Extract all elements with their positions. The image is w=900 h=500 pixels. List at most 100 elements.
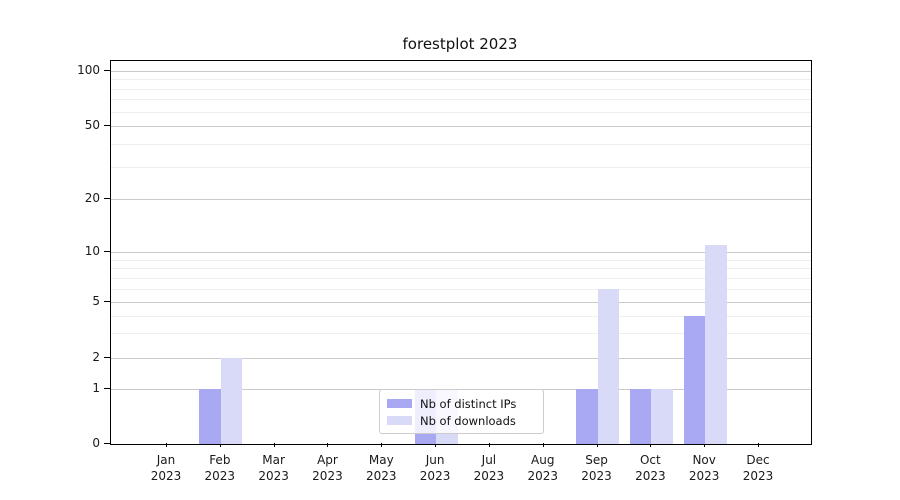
y-tick-2 xyxy=(104,357,110,358)
y-tick-label-5: 5 xyxy=(92,294,100,308)
x-tick-label-sep: Sep 2023 xyxy=(569,452,625,484)
x-tick-label-jul: Jul 2023 xyxy=(461,452,517,484)
bar-distinct-ips-nov xyxy=(683,315,706,444)
y-tick-20 xyxy=(104,198,110,199)
month-year: 2023 xyxy=(312,469,343,483)
y-tick-10 xyxy=(104,251,110,252)
x-tick-feb xyxy=(219,443,221,447)
major-gridline-20 xyxy=(111,199,811,200)
major-gridline-50 xyxy=(111,126,811,127)
bar-distinct-ips-feb xyxy=(199,389,221,444)
x-tick-jan xyxy=(166,443,167,447)
x-tick-label-mar: Mar 2023 xyxy=(246,452,302,484)
legend-swatch-downloads xyxy=(387,416,412,425)
bar-distinct-ips-sep xyxy=(576,389,598,444)
month-year: 2023 xyxy=(258,469,289,483)
x-tick-label-nov: Nov 2023 xyxy=(676,452,732,484)
y-tick-label-50: 50 xyxy=(84,118,100,132)
month-year: 2023 xyxy=(365,469,397,483)
bar-downloads-nov xyxy=(705,244,727,444)
y-tick-label-2: 2 xyxy=(92,350,100,364)
major-gridline-100 xyxy=(111,71,811,72)
month-year: 2023 xyxy=(527,469,558,483)
x-tick-oct xyxy=(650,443,652,447)
legend-item-distinct-ips: Nb of distinct IPs xyxy=(387,395,536,412)
month-name: Jul xyxy=(481,453,497,467)
x-tick-mar xyxy=(273,443,275,447)
plot-area: Nb of distinct IPs Nb of downloads xyxy=(110,60,812,445)
bar-downloads-feb xyxy=(220,358,243,444)
legend-swatch-distinct-ips xyxy=(387,399,412,408)
bar-distinct-ips-oct xyxy=(629,389,652,444)
major-gridline-2 xyxy=(111,358,811,359)
y-tick-label-0: 0 xyxy=(92,436,100,450)
x-tick-label-dec: Dec 2023 xyxy=(730,452,786,484)
y-tick-50 xyxy=(104,125,110,126)
month-name: Dec xyxy=(746,453,770,467)
minor-gridline-40 xyxy=(111,143,811,145)
y-tick-label-1: 1 xyxy=(92,381,100,395)
y-tick-100 xyxy=(104,70,110,71)
month-name: Oct xyxy=(639,453,661,467)
legend-label-downloads: Nb of downloads xyxy=(420,413,516,428)
month-name: Nov xyxy=(692,453,716,467)
y-tick-0 xyxy=(104,443,110,444)
minor-gridline-90 xyxy=(111,79,811,81)
x-tick-apr xyxy=(327,443,329,447)
month-name: Apr xyxy=(317,453,338,467)
x-tick-label-aug: Aug 2023 xyxy=(515,452,571,484)
legend: Nb of distinct IPs Nb of downloads xyxy=(379,389,544,434)
x-tick-jul xyxy=(488,443,490,447)
x-tick-nov xyxy=(704,443,706,447)
month-name: Aug xyxy=(531,453,555,467)
chart-title: forestplot 2023 xyxy=(402,35,518,53)
month-name: Jan xyxy=(156,453,176,467)
month-name: May xyxy=(368,453,394,467)
month-year: 2023 xyxy=(150,469,182,483)
month-year: 2023 xyxy=(688,469,720,483)
y-tick-label-20: 20 xyxy=(84,191,100,205)
month-year: 2023 xyxy=(635,469,666,483)
x-tick-label-jan: Jan 2023 xyxy=(138,452,194,484)
minor-gridline-3 xyxy=(111,333,811,335)
minor-gridline-4 xyxy=(111,315,811,317)
month-name: Sep xyxy=(585,453,608,467)
legend-item-downloads: Nb of downloads xyxy=(387,412,536,429)
x-tick-label-may: May 2023 xyxy=(353,452,409,484)
x-tick-may xyxy=(381,443,383,447)
minor-gridline-30 xyxy=(111,166,811,168)
minor-gridline-8 xyxy=(111,268,811,270)
minor-gridline-9 xyxy=(111,259,811,261)
major-gridline-10 xyxy=(111,252,811,253)
y-tick-1 xyxy=(104,388,110,389)
x-tick-sep xyxy=(596,443,598,447)
minor-gridline-70 xyxy=(111,99,811,101)
month-year: 2023 xyxy=(581,469,612,483)
minor-gridline-60 xyxy=(111,111,811,113)
month-year: 2023 xyxy=(473,469,505,483)
month-year: 2023 xyxy=(742,469,774,483)
month-year: 2023 xyxy=(204,469,236,483)
minor-gridline-7 xyxy=(111,277,811,279)
legend-label-distinct-ips: Nb of distinct IPs xyxy=(420,396,517,411)
bar-downloads-oct xyxy=(651,389,673,444)
month-year: 2023 xyxy=(419,469,451,483)
x-tick-label-feb: Feb 2023 xyxy=(192,452,248,484)
month-name: Mar xyxy=(262,453,285,467)
y-tick-label-100: 100 xyxy=(77,63,100,77)
minor-gridline-6 xyxy=(111,288,811,290)
minor-gridline-80 xyxy=(111,88,811,90)
y-tick-5 xyxy=(104,301,110,302)
x-tick-jun xyxy=(435,443,437,447)
bar-downloads-sep xyxy=(597,288,620,444)
x-tick-label-apr: Apr 2023 xyxy=(299,452,355,484)
month-name: Feb xyxy=(209,453,231,467)
x-tick-dec xyxy=(758,443,759,447)
x-tick-aug xyxy=(542,443,544,447)
x-tick-label-jun: Jun 2023 xyxy=(407,452,463,484)
y-tick-label-10: 10 xyxy=(84,244,100,258)
major-gridline-5 xyxy=(111,302,811,303)
x-tick-label-oct: Oct 2023 xyxy=(622,452,678,484)
month-name: Jun xyxy=(425,453,445,467)
